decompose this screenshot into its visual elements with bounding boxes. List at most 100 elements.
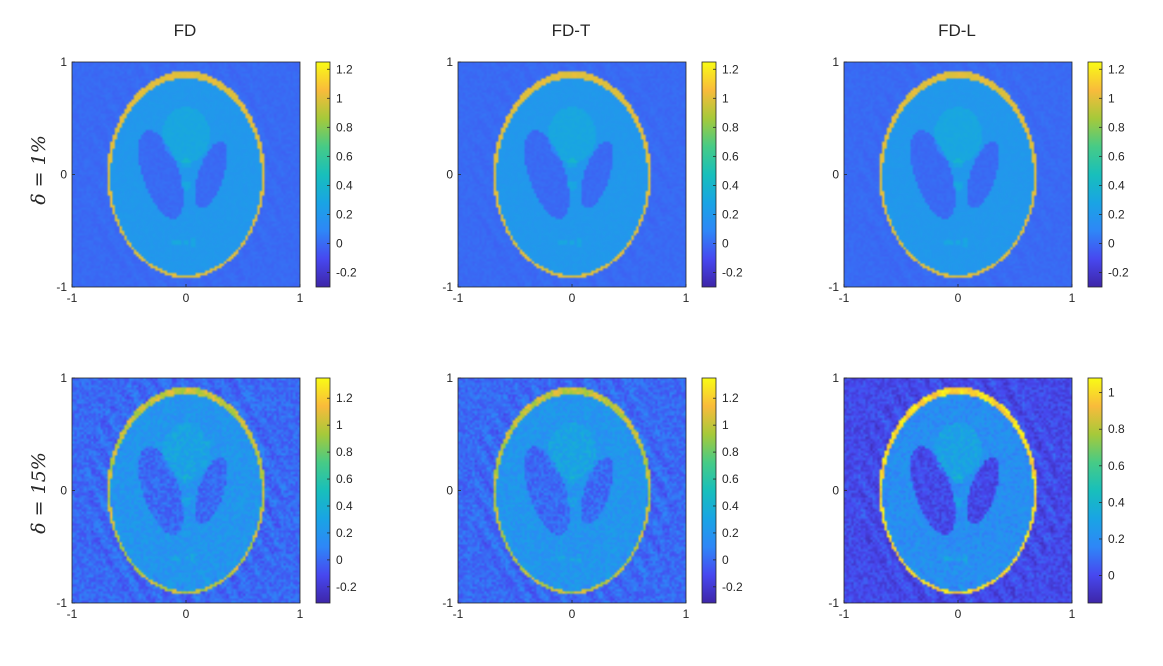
x-tick-label: -1	[67, 607, 78, 621]
colorbar-tick-label: 0.8	[1108, 422, 1125, 436]
x-tick-label: -1	[839, 291, 850, 305]
heatmap-image	[844, 378, 1072, 603]
heatmap-image	[458, 378, 686, 603]
colorbar-tick-label: -0.2	[336, 580, 357, 594]
x-tick-label: 1	[1069, 291, 1076, 305]
x-tick-label: 1	[683, 607, 690, 621]
panel-1: -1 0 1 1 0 -1 1.2 1 0.8 0.6 0.4 0.2 0 -0.2	[56, 55, 357, 305]
heatmap-image	[72, 378, 300, 603]
colorbar-tick-label: 0.4	[336, 499, 353, 513]
y-tick-label: 0	[446, 484, 453, 498]
panel-4: -1 0 1 1 0 -1 1.2 1 0.8 0.6 0.4 0.2 0 -0.2	[56, 371, 357, 621]
colorbar-tick-label: 0.6	[722, 472, 739, 486]
colorbar-tick-label: 0.2	[722, 526, 739, 540]
colorbar-tick-label: 0.2	[336, 207, 353, 221]
y-tick-label: 1	[446, 55, 453, 69]
y-tick-label: 0	[832, 168, 839, 182]
colorbar-tick-label: 0	[722, 236, 729, 250]
y-tick-label: 1	[832, 55, 839, 69]
panel-2: -1 0 1 1 0 -1 1.2 1 0.8 0.6 0.4 0.2 0 -0.2	[442, 55, 743, 305]
colorbar-tick-label: 0.8	[722, 445, 739, 459]
colorbar-tick-label: -0.2	[722, 265, 743, 279]
colorbar-tick-label: 1.2	[722, 391, 739, 405]
x-tick-label: 0	[569, 291, 576, 305]
x-tick-label: -1	[453, 291, 464, 305]
y-tick-label: -1	[828, 596, 839, 610]
y-tick-label: 1	[60, 371, 67, 385]
colorbar-tick-label: 1	[336, 91, 343, 105]
colorbar-tick-label: 0.6	[1108, 149, 1125, 163]
colorbar-tick-label: -0.2	[722, 580, 743, 594]
column-title-fd-t: FD-T	[552, 21, 591, 40]
column-title-fd-l: FD-L	[938, 21, 976, 40]
colorbar-tick-label: 0.4	[1108, 178, 1125, 192]
colorbar-tick-label: 1	[1108, 91, 1115, 105]
colorbar-tick-label: 0.8	[1108, 120, 1125, 134]
y-tick-label: 1	[446, 371, 453, 385]
y-tick-label: -1	[442, 596, 453, 610]
y-tick-label: -1	[442, 280, 453, 294]
x-tick-label: 0	[183, 291, 190, 305]
panel-6: -1 0 1 1 0 -1 1 0.8 0.6 0.4 0.2 0	[828, 371, 1125, 621]
colorbar	[315, 377, 331, 604]
x-tick-label: 0	[955, 291, 962, 305]
colorbar-tick-label: 1.2	[336, 391, 353, 405]
y-tick-label: 0	[446, 168, 453, 182]
x-tick-label: -1	[839, 607, 850, 621]
x-tick-label: 1	[297, 607, 304, 621]
colorbar	[1087, 61, 1103, 288]
colorbar-tick-label: -0.2	[336, 265, 357, 279]
panel-3: -1 0 1 1 0 -1 1.2 1 0.8 0.6 0.4 0.2 0 -0.2	[828, 55, 1129, 305]
colorbar-tick-label: 0	[336, 553, 343, 567]
colorbar-tick-label: 0.4	[1108, 495, 1125, 509]
colorbar	[1087, 377, 1103, 604]
colorbar-tick-label: 0	[336, 236, 343, 250]
colorbar-tick-label: 0.2	[1108, 207, 1125, 221]
colorbar-tick-label: 0.8	[336, 445, 353, 459]
panel-5: -1 0 1 1 0 -1 1.2 1 0.8 0.6 0.4 0.2 0 -0.2	[442, 371, 743, 621]
x-tick-label: -1	[67, 291, 78, 305]
colorbar	[315, 61, 331, 288]
colorbar-tick-label: 0	[1108, 569, 1115, 583]
x-tick-label: 1	[297, 291, 304, 305]
row-label-delta-1: δ = 1%	[28, 135, 50, 205]
x-tick-label: 1	[683, 291, 690, 305]
heatmap-image	[844, 62, 1072, 287]
colorbar-tick-label: 0.2	[722, 207, 739, 221]
colorbar-tick-label: 1	[722, 418, 729, 432]
y-tick-label: -1	[828, 280, 839, 294]
y-tick-label: 0	[60, 168, 67, 182]
colorbar-tick-label: 0.4	[722, 499, 739, 513]
x-tick-label: 0	[955, 607, 962, 621]
y-tick-label: 0	[832, 484, 839, 498]
colorbar-tick-label: 0.6	[722, 149, 739, 163]
x-tick-label: 0	[569, 607, 576, 621]
column-title-fd: FD	[174, 21, 197, 40]
colorbar	[701, 61, 717, 288]
x-tick-label: 0	[183, 607, 190, 621]
x-tick-label: 1	[1069, 607, 1076, 621]
colorbar-tick-label: 0.6	[336, 149, 353, 163]
row-label-delta-15: δ = 15%	[28, 452, 50, 534]
colorbar-tick-label: 0.8	[722, 120, 739, 134]
colorbar-tick-label: 1.2	[722, 62, 739, 76]
y-tick-label: 1	[60, 55, 67, 69]
colorbar-tick-label: 0.8	[336, 120, 353, 134]
y-tick-label: -1	[56, 280, 67, 294]
colorbar-tick-label: 0.2	[336, 526, 353, 540]
y-tick-label: -1	[56, 596, 67, 610]
colorbar-tick-label: 1	[1108, 386, 1115, 400]
colorbar-tick-label: 1	[722, 91, 729, 105]
colorbar-tick-label: 0.6	[1108, 459, 1125, 473]
colorbar-tick-label: 0.2	[1108, 532, 1125, 546]
colorbar-tick-label: 1.2	[1108, 62, 1125, 76]
y-tick-label: 0	[60, 484, 67, 498]
y-tick-label: 1	[832, 371, 839, 385]
colorbar-tick-label: 0.6	[336, 472, 353, 486]
heatmap-image	[458, 62, 686, 287]
colorbar-tick-label: 0.4	[336, 178, 353, 192]
colorbar-tick-label: 0	[722, 553, 729, 567]
heatmap-image	[72, 62, 300, 287]
colorbar-tick-label: 1	[336, 418, 343, 432]
